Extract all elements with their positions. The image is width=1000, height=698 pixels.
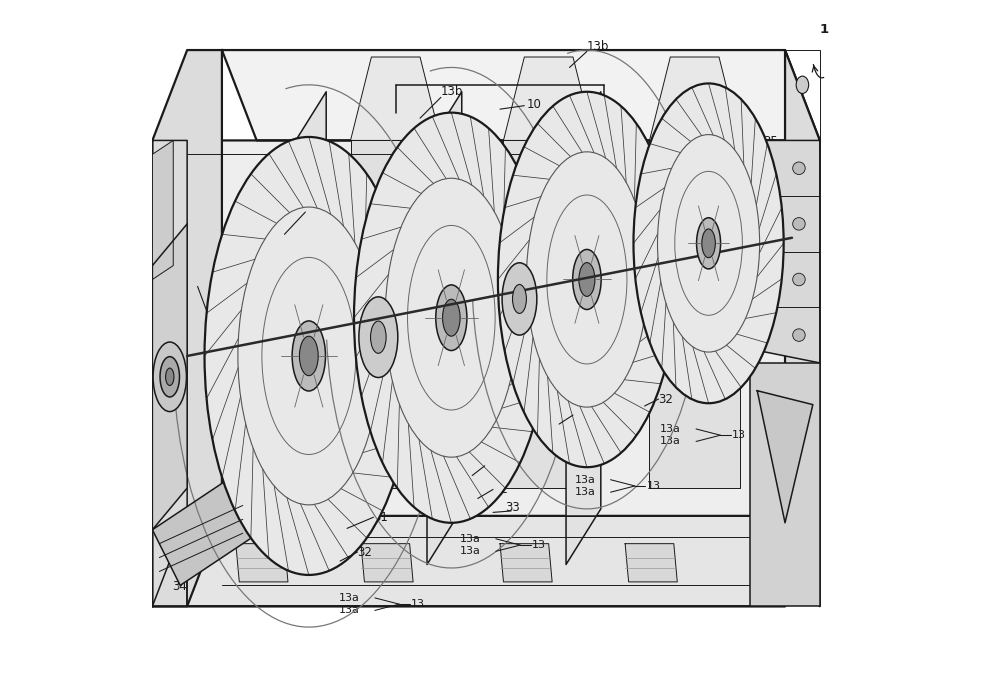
Polygon shape	[291, 91, 326, 565]
Polygon shape	[351, 57, 441, 140]
Polygon shape	[152, 50, 222, 607]
Text: 32: 32	[659, 392, 673, 406]
Text: 1: 1	[820, 23, 829, 36]
Text: 33: 33	[506, 501, 520, 514]
Polygon shape	[361, 544, 413, 582]
Ellipse shape	[702, 229, 715, 258]
Polygon shape	[351, 140, 441, 488]
Polygon shape	[750, 140, 820, 363]
Ellipse shape	[513, 285, 526, 313]
Ellipse shape	[796, 76, 809, 94]
Ellipse shape	[299, 336, 318, 376]
Text: 32: 32	[357, 546, 372, 558]
Polygon shape	[757, 391, 813, 523]
Text: 31: 31	[485, 459, 500, 473]
Ellipse shape	[573, 249, 601, 309]
Text: 31: 31	[573, 408, 588, 422]
Polygon shape	[750, 363, 820, 607]
Ellipse shape	[160, 357, 180, 397]
Polygon shape	[152, 224, 187, 530]
Polygon shape	[566, 91, 601, 565]
Text: 32: 32	[493, 483, 508, 496]
Ellipse shape	[498, 91, 676, 467]
Polygon shape	[427, 91, 462, 565]
Polygon shape	[152, 516, 820, 607]
Polygon shape	[785, 50, 820, 607]
Polygon shape	[152, 140, 820, 607]
Ellipse shape	[793, 162, 805, 174]
Text: 13b: 13b	[305, 200, 328, 213]
Ellipse shape	[292, 321, 325, 391]
Text: 13a: 13a	[460, 547, 481, 556]
Ellipse shape	[354, 112, 549, 523]
Polygon shape	[152, 140, 173, 279]
Ellipse shape	[793, 329, 805, 341]
Text: 35: 35	[763, 135, 778, 148]
Text: 10: 10	[526, 98, 541, 111]
Text: 13a: 13a	[460, 534, 481, 544]
Text: 13b: 13b	[207, 299, 229, 313]
Polygon shape	[152, 474, 264, 586]
Polygon shape	[625, 544, 677, 582]
Text: 13b: 13b	[587, 40, 609, 53]
Text: 13a: 13a	[660, 436, 681, 447]
Ellipse shape	[371, 321, 386, 353]
Ellipse shape	[153, 342, 186, 412]
Text: 13: 13	[411, 599, 425, 609]
Text: 34: 34	[752, 285, 767, 299]
Polygon shape	[503, 57, 594, 140]
Text: 13: 13	[732, 430, 746, 440]
Ellipse shape	[205, 137, 413, 575]
Text: 13a: 13a	[339, 605, 360, 616]
Text: 13a: 13a	[660, 424, 681, 434]
Polygon shape	[500, 544, 552, 582]
Polygon shape	[503, 140, 594, 488]
Text: 31: 31	[373, 511, 388, 524]
Polygon shape	[649, 140, 740, 488]
Ellipse shape	[502, 262, 537, 335]
Ellipse shape	[793, 273, 805, 285]
Text: 13a: 13a	[574, 487, 595, 497]
Ellipse shape	[793, 218, 805, 230]
Polygon shape	[222, 50, 820, 140]
Ellipse shape	[579, 262, 595, 297]
Ellipse shape	[166, 368, 174, 385]
Ellipse shape	[633, 84, 784, 403]
Text: 13a: 13a	[339, 593, 360, 603]
Ellipse shape	[697, 218, 721, 269]
Ellipse shape	[359, 297, 398, 378]
Text: 13a: 13a	[574, 475, 595, 484]
Text: 13: 13	[532, 540, 546, 550]
Ellipse shape	[443, 299, 460, 336]
Text: 13b: 13b	[441, 85, 463, 98]
Ellipse shape	[436, 285, 467, 350]
Text: 13: 13	[647, 481, 661, 491]
Text: 35: 35	[172, 383, 187, 396]
Text: 34: 34	[172, 580, 187, 593]
Polygon shape	[649, 57, 740, 140]
Polygon shape	[236, 544, 288, 582]
